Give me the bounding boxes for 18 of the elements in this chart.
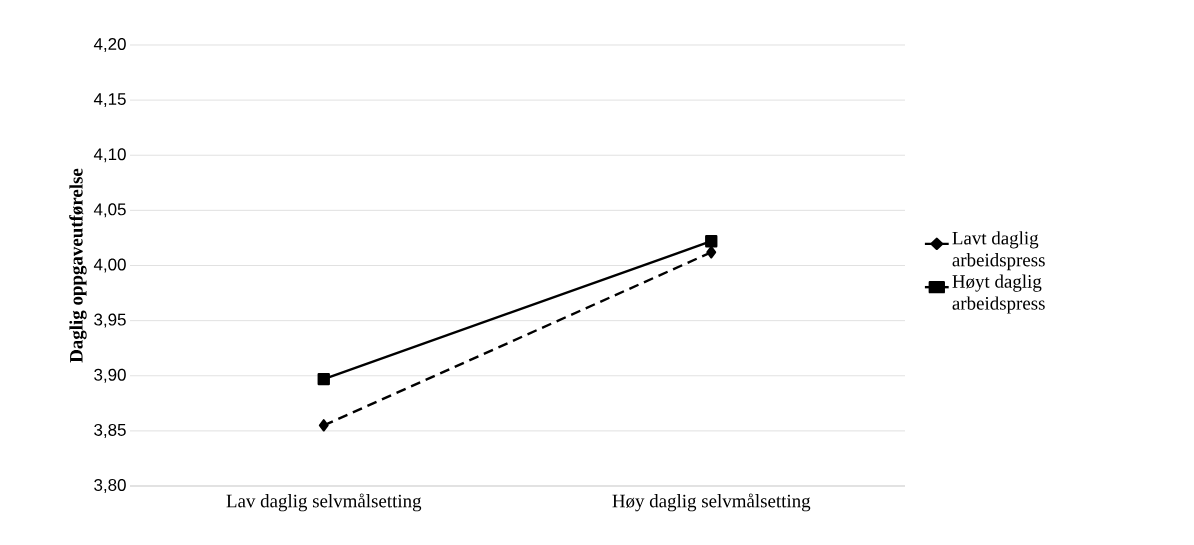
point (317, 372, 330, 386)
point (318, 419, 329, 432)
point (706, 246, 717, 259)
y-tick-label: 4,00 (93, 258, 126, 273)
y-tick-label: 3,95 (94, 313, 126, 328)
y-tick-label: 4,05 (93, 203, 126, 218)
y-tick-label: 4,10 (93, 148, 126, 163)
y-axis-title: Daglig oppgaveutførelse (69, 168, 87, 363)
legend-label: Høyt daglig arbeidspress (952, 274, 1045, 314)
y-tick-label: 4,20 (93, 38, 126, 52)
x-tick-label: Høy daglig selvmålsetting (612, 493, 811, 512)
y-tick-label: 3,85 (94, 423, 126, 438)
point (705, 235, 718, 248)
y-tick-label: 3,80 (94, 479, 126, 493)
x-tick-label: Lav daglig selvmålsetting (226, 493, 422, 512)
legend-label: Lavt daglig arbeidspress (952, 231, 1045, 271)
y-tick-label: 4,15 (93, 93, 126, 108)
y-tick-label: 3,90 (94, 368, 126, 383)
